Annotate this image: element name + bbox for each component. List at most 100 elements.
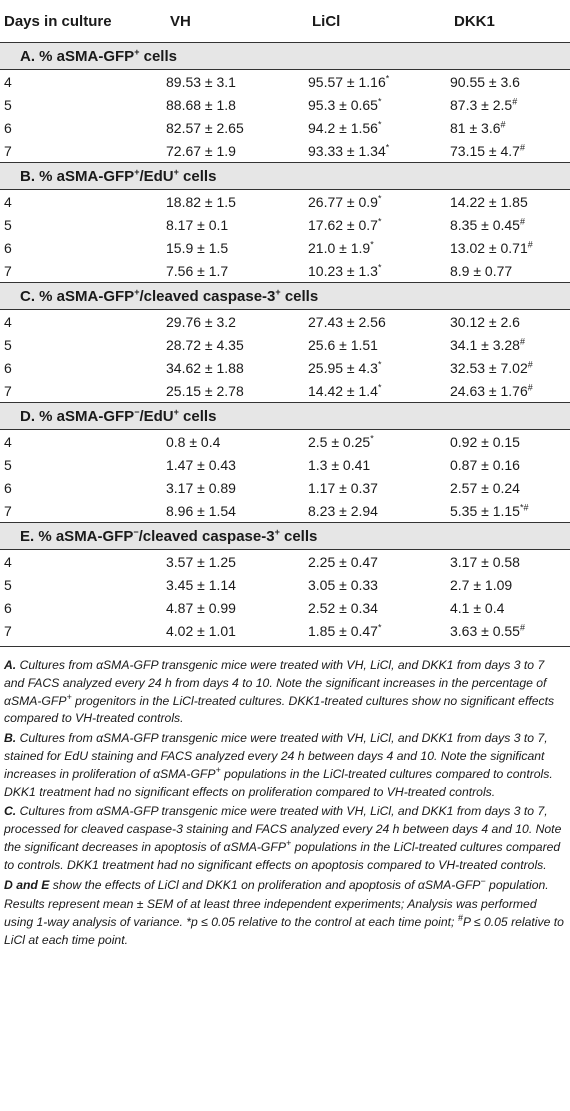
value-cell: 95.57 ± 1.16* xyxy=(308,72,390,90)
value-cell: 3.63 ± 0.55# xyxy=(450,621,525,639)
value-cell: 34.62 ± 1.88 xyxy=(166,359,244,376)
value-cell: 94.2 ± 1.56* xyxy=(308,118,382,136)
value-cell: 93.33 ± 1.34* xyxy=(308,141,390,159)
day-cell: 6 xyxy=(4,239,12,256)
footnote-text: Cultures from αSMA-GFP transgenic mice w… xyxy=(4,804,562,872)
day-cell: 4 xyxy=(4,193,12,210)
value-cell: 8.96 ± 1.54 xyxy=(166,502,236,519)
value-cell: 4.1 ± 0.4 xyxy=(450,599,505,616)
value-cell: 30.12 ± 2.6 xyxy=(450,313,520,330)
value-cell: 3.57 ± 1.25 xyxy=(166,553,236,570)
table-row: 7 25.15 ± 2.78 14.42 ± 1.4* 24.63 ± 1.76# xyxy=(0,379,570,403)
value-cell: 15.9 ± 1.5 xyxy=(166,239,229,256)
footnote-text: Results represent mean ± SEM of at least… xyxy=(4,897,564,947)
footnote-text: show the effects of LiCl and DKK1 on pro… xyxy=(49,875,549,892)
value-cell: 21.0 ± 1.9* xyxy=(308,238,374,256)
table-row: 4 18.82 ± 1.5 26.77 ± 0.9* 14.22 ± 1.85 xyxy=(0,190,570,214)
value-cell: 87.3 ± 2.5# xyxy=(450,95,518,113)
value-cell: 14.22 ± 1.85 xyxy=(450,193,528,210)
table-row: 7 4.02 ± 1.01 1.85 ± 0.47* 3.63 ± 0.55# xyxy=(0,619,570,642)
header-dkk1: DKK1 xyxy=(450,0,570,43)
day-cell: 4 xyxy=(4,433,12,450)
table-row: 7 8.96 ± 1.54 8.23 ± 2.94 5.35 ± 1.15*# xyxy=(0,499,570,523)
value-cell: 73.15 ± 4.7# xyxy=(450,141,525,159)
value-cell: 34.1 ± 3.28# xyxy=(450,335,525,353)
value-cell: 2.52 ± 0.34 xyxy=(308,599,378,616)
section-title: D. % aSMA-GFP−/EdU+ cells xyxy=(0,402,570,430)
value-cell: 8.35 ± 0.45# xyxy=(450,215,525,233)
value-cell: 89.53 ± 3.1 xyxy=(166,73,236,90)
value-cell: 0.8 ± 0.4 xyxy=(166,433,221,450)
table-row: 4 29.76 ± 3.2 27.43 ± 2.56 30.12 ± 2.6 xyxy=(0,310,570,334)
value-cell: 25.95 ± 4.3* xyxy=(308,358,382,376)
value-cell: 5.35 ± 1.15*# xyxy=(450,501,529,519)
table-row: 5 8.17 ± 0.1 17.62 ± 0.7* 8.35 ± 0.45# xyxy=(0,213,570,236)
value-cell: 17.62 ± 0.7* xyxy=(308,215,382,233)
header-vh: VH xyxy=(166,0,308,43)
value-cell: 82.57 ± 2.65 xyxy=(166,119,244,136)
day-cell: 6 xyxy=(4,119,12,136)
value-cell: 2.57 ± 0.24 xyxy=(450,479,520,496)
table-row: 6 34.62 ± 1.88 25.95 ± 4.3* 32.53 ± 7.02# xyxy=(0,356,570,379)
value-cell: 27.43 ± 2.56 xyxy=(308,313,386,330)
day-cell: 5 xyxy=(4,216,12,233)
table-row: 6 15.9 ± 1.5 21.0 ± 1.9* 13.02 ± 0.71# xyxy=(0,236,570,259)
section-header-row: C. % aSMA-GFP+/cleaved caspase-3+ cells xyxy=(0,282,570,310)
section-title: C. % aSMA-GFP+/cleaved caspase-3+ cells xyxy=(0,282,570,310)
value-cell: 10.23 ± 1.3* xyxy=(308,261,382,279)
table-row: 6 3.17 ± 0.89 1.17 ± 0.37 2.57 ± 0.24 xyxy=(0,476,570,499)
day-cell: 4 xyxy=(4,313,12,330)
value-cell: 8.17 ± 0.1 xyxy=(166,216,229,233)
value-cell: 24.63 ± 1.76# xyxy=(450,381,533,399)
value-cell: 95.3 ± 0.65* xyxy=(308,95,382,113)
value-cell: 72.67 ± 1.9 xyxy=(166,142,236,159)
footnote: A. Cultures from αSMA-GFP transgenic mic… xyxy=(4,657,566,728)
section-header-row: E. % aSMA-GFP−/cleaved caspase-3+ cells xyxy=(0,522,570,550)
table-row: 7 72.67 ± 1.9 93.33 ± 1.34* 73.15 ± 4.7# xyxy=(0,139,570,163)
value-cell: 1.3 ± 0.41 xyxy=(308,456,371,473)
section-header-row: B. % aSMA-GFP+/EdU+ cells xyxy=(0,162,570,190)
day-cell: 7 xyxy=(4,142,12,159)
table-footnotes: A. Cultures from αSMA-GFP transgenic mic… xyxy=(0,646,570,950)
value-cell: 8.23 ± 2.94 xyxy=(308,502,378,519)
value-cell: 7.56 ± 1.7 xyxy=(166,262,229,279)
footnote-text: Cultures from αSMA-GFP transgenic mice w… xyxy=(4,658,555,726)
day-cell: 7 xyxy=(4,262,12,279)
day-cell: 6 xyxy=(4,359,12,376)
day-cell: 7 xyxy=(4,622,12,639)
value-cell: 29.76 ± 3.2 xyxy=(166,313,236,330)
value-cell: 3.05 ± 0.33 xyxy=(308,576,378,593)
value-cell: 1.47 ± 0.43 xyxy=(166,456,236,473)
header-licl: LiCl xyxy=(308,0,450,43)
day-cell: 4 xyxy=(4,73,12,90)
section-header-row: D. % aSMA-GFP−/EdU+ cells xyxy=(0,402,570,430)
section-header-row: A. % aSMA-GFP+ cells xyxy=(0,42,570,70)
footnote: D and E show the effects of LiCl and DKK… xyxy=(4,875,566,895)
table-row: 5 88.68 ± 1.8 95.3 ± 0.65* 87.3 ± 2.5# xyxy=(0,93,570,116)
value-cell: 8.9 ± 0.77 xyxy=(450,262,513,279)
day-cell: 5 xyxy=(4,576,12,593)
header-days: Days in culture xyxy=(0,0,166,43)
table-row: 5 28.72 ± 4.35 25.6 ± 1.51 34.1 ± 3.28# xyxy=(0,333,570,356)
value-cell: 0.92 ± 0.15 xyxy=(450,433,520,450)
footnote-lead: B. xyxy=(4,731,17,746)
value-cell: 32.53 ± 7.02# xyxy=(450,358,533,376)
day-cell: 4 xyxy=(4,553,12,570)
table-row: 4 89.53 ± 3.1 95.57 ± 1.16* 90.55 ± 3.6 xyxy=(0,70,570,94)
footnote-lead: C. xyxy=(4,804,17,819)
section-title: A. % aSMA-GFP+ cells xyxy=(0,42,570,70)
value-cell: 25.15 ± 2.78 xyxy=(166,382,244,399)
table-row: 6 82.57 ± 2.65 94.2 ± 1.56* 81 ± 3.6# xyxy=(0,116,570,139)
footnote-lead: D and E xyxy=(4,877,50,892)
value-cell: 3.17 ± 0.58 xyxy=(450,553,520,570)
table-body: A. % aSMA-GFP+ cells 4 89.53 ± 3.1 95.57 ± … xyxy=(0,42,570,643)
table-row: 5 1.47 ± 0.43 1.3 ± 0.41 0.87 ± 0.16 xyxy=(0,453,570,476)
footnote-text: Cultures from αSMA-GFP transgenic mice w… xyxy=(4,731,553,799)
value-cell: 4.02 ± 1.01 xyxy=(166,622,236,639)
table-row: 4 0.8 ± 0.4 2.5 ± 0.25* 0.92 ± 0.15 xyxy=(0,430,570,454)
value-cell: 18.82 ± 1.5 xyxy=(166,193,236,210)
value-cell: 3.17 ± 0.89 xyxy=(166,479,236,496)
day-cell: 6 xyxy=(4,479,12,496)
value-cell: 26.77 ± 0.9* xyxy=(308,192,382,210)
value-cell: 4.87 ± 0.99 xyxy=(166,599,236,616)
